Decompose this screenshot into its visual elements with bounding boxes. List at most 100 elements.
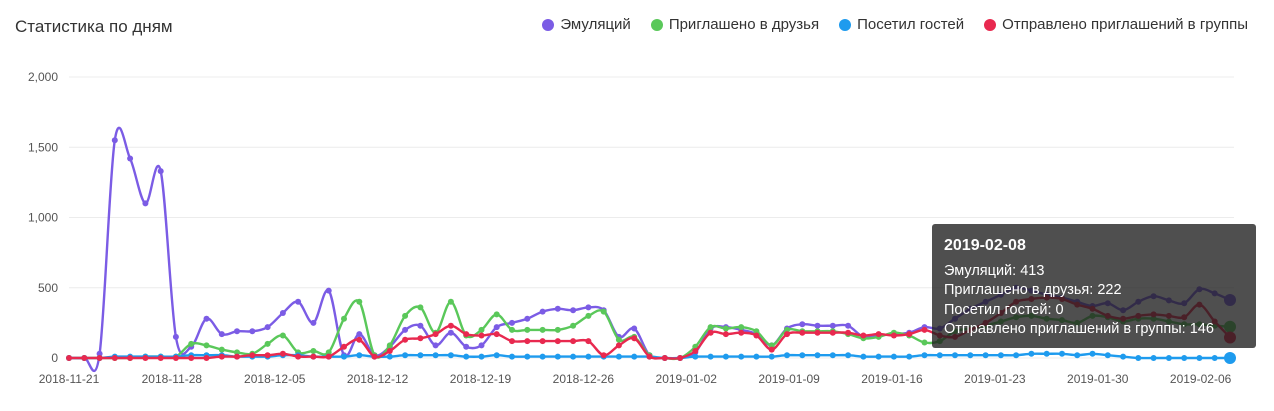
data-point [570,307,577,314]
legend-item-group-invites[interactable]: Отправлено приглашений в группы [984,16,1248,33]
data-point [1181,355,1188,361]
x-axis-ticks: 2018-11-21 2018-11-28 2018-12-05 2018-12-12… [39,372,1232,386]
data-point [1089,350,1096,357]
data-point [295,353,302,360]
data-point [356,298,363,305]
data-point [234,353,240,360]
data-point [890,353,897,360]
data-point [417,335,424,342]
data-point [310,319,317,326]
data-point [402,326,409,333]
x-tick-label: 2018-11-28 [142,372,203,386]
data-point [356,336,363,343]
data-point [692,348,699,354]
data-point [1013,352,1020,359]
data-point [509,326,515,333]
data-point [906,353,913,360]
data-point [127,355,134,361]
tooltip-date: 2019-02-08 [944,237,1026,254]
data-point [310,348,317,354]
data-point [417,304,424,311]
data-point [738,324,745,331]
data-point [600,352,607,359]
data-point [921,352,928,359]
data-point [1224,352,1236,364]
legend-item-friends-invited[interactable]: Приглашено в друзья [650,16,819,33]
tooltip-row-guests-visited: Посетил гостей: 0 [944,301,1064,318]
data-point [234,349,240,356]
data-point [463,353,470,360]
data-point [447,329,454,336]
legend-swatch-group-invites [984,18,997,31]
data-point [1059,350,1065,357]
legend-item-emulations[interactable]: Эмуляций [542,16,631,33]
data-point [814,352,821,359]
data-point [249,328,256,335]
data-point [295,298,302,305]
x-tick-label: 2018-12-12 [347,372,409,386]
data-point [264,324,271,331]
data-point [967,352,974,359]
data-point [81,355,88,361]
data-point [432,331,439,338]
data-point [524,353,531,360]
data-point [906,331,913,338]
data-point [172,333,179,340]
data-point [96,355,103,361]
data-point [218,331,225,338]
data-point [600,308,607,315]
data-point [631,335,638,342]
x-tick-label: 2018-12-05 [244,372,306,386]
data-point [539,338,546,345]
data-point [952,352,958,359]
data-point [478,326,485,333]
data-point [111,355,118,361]
data-point [478,332,485,339]
data-point [1165,355,1172,361]
y-tick-label: 2,000 [28,70,58,84]
data-point [1104,352,1111,359]
data-point [860,332,867,339]
data-point [860,353,867,360]
data-point [142,355,149,361]
data-point [341,353,347,360]
data-point [768,353,775,360]
data-point [478,342,485,349]
tooltip-row-group-invites: Отправлено приглашений в группы: 146 [944,321,1214,337]
data-point [127,155,134,162]
data-point [921,326,928,333]
data-point [784,326,790,333]
data-point [1074,352,1081,359]
data-point [570,338,577,345]
data-point [722,353,729,360]
data-point [554,353,561,360]
data-point [432,342,439,349]
data-point [279,310,286,316]
data-point [203,355,210,361]
data-point [799,352,806,359]
data-point [509,338,515,345]
data-point [356,331,363,338]
data-point [814,322,821,329]
data-point [554,305,561,312]
data-point [554,338,561,345]
data-point [478,353,485,360]
data-point [218,346,225,353]
data-point [829,352,836,359]
data-point [875,353,882,360]
data-point [921,339,928,346]
x-tick-label: 2019-01-09 [758,372,820,386]
legend: Эмуляций Приглашено в друзья Посетил гос… [542,16,1248,33]
tooltip: 2019-02-08 Эмуляций: 413 Приглашено в др… [932,224,1256,348]
x-tick-label: 2019-02-06 [1170,372,1232,386]
data-point [585,338,592,345]
data-point [386,348,393,354]
x-tick-label: 2019-01-23 [964,372,1026,386]
data-point [509,353,515,360]
data-point [279,332,286,339]
y-tick-label: 1,000 [28,211,58,225]
y-tick-label: 0 [51,351,58,365]
data-point [1211,355,1218,361]
legend-item-guests-visited[interactable]: Посетил гостей [839,16,964,33]
data-point [753,353,760,360]
